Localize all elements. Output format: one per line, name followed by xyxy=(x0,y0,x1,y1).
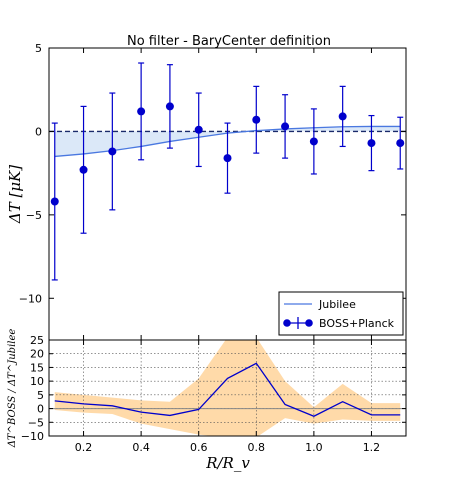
data-point-4 xyxy=(165,102,174,111)
legend-boss-marker-right xyxy=(305,319,313,327)
bottom-xtick-label-0.8: 0.8 xyxy=(248,441,266,454)
bottom-xtick-label-0.6: 0.6 xyxy=(190,441,208,454)
data-point-5 xyxy=(194,125,203,134)
legend-box xyxy=(278,291,404,336)
bottom-xtick-label-0.4: 0.4 xyxy=(132,441,150,454)
ratio-line xyxy=(54,362,401,417)
top-x-ticks xyxy=(83,48,372,340)
bottom-ytick-label-10: 10 xyxy=(30,375,44,388)
top-y-ticks: 5 0 −5 −10 xyxy=(19,42,406,305)
bottom-ytick-label--5: −5 xyxy=(28,416,44,429)
bottom-y-axis-label: ΔT^BOSS / ΔT^Jubilee xyxy=(7,329,18,449)
bottom-xtick-label-1: 1.0 xyxy=(305,441,323,454)
data-point-6 xyxy=(223,154,232,163)
bottom-plot-frame xyxy=(48,339,407,437)
legend-jubilee-label: Jubilee xyxy=(318,298,356,311)
boss-planck-points xyxy=(50,102,405,206)
bottom-ytick-label-25: 25 xyxy=(30,334,44,347)
data-point-0 xyxy=(50,197,59,206)
bottom-ytick-label-0: 0 xyxy=(37,403,44,416)
bottom-xtick-label-0.2: 0.2 xyxy=(75,441,93,454)
legend: Jubilee BOSS+Planck xyxy=(278,291,404,336)
chart-title: No filter - BaryCenter definition xyxy=(127,34,331,49)
bottom-ytick-label-20: 20 xyxy=(30,348,44,361)
top-y-axis-label: ΔT [μK] xyxy=(6,165,24,224)
data-point-11 xyxy=(367,139,376,148)
ratio-series-line xyxy=(54,362,401,417)
boss-planck-errorbars xyxy=(51,62,404,281)
data-point-9 xyxy=(309,137,318,146)
data-point-8 xyxy=(281,122,290,131)
data-point-3 xyxy=(137,107,146,116)
top-panel: No filter - BaryCenter definition 5 0 −5 −1… xyxy=(6,34,407,341)
data-point-12 xyxy=(396,139,405,148)
bottom-ytick-label--10: −10 xyxy=(21,430,44,443)
top-ytick-label--5: −5 xyxy=(26,209,42,222)
bottom-ytick-label-15: 15 xyxy=(30,361,44,374)
legend-boss-label: BOSS+Planck xyxy=(319,317,395,330)
top-ytick-label-0: 0 xyxy=(35,125,42,138)
legend-boss-marker-left xyxy=(283,319,291,327)
data-point-10 xyxy=(338,112,347,121)
bottom-xtick-label-1.2: 1.2 xyxy=(363,441,381,454)
data-point-1 xyxy=(79,165,88,174)
top-ytick-label-5: 5 xyxy=(35,42,42,55)
bottom-x-axis-label: R/R_v xyxy=(205,454,250,472)
bottom-ytick-label-5: 5 xyxy=(37,389,44,402)
data-point-2 xyxy=(108,147,117,156)
bottom-x-ticks: 0.2 0.4 0.6 0.8 1.0 1.2 xyxy=(75,340,380,454)
top-ytick-label--10: −10 xyxy=(19,292,42,305)
data-point-7 xyxy=(252,115,261,124)
